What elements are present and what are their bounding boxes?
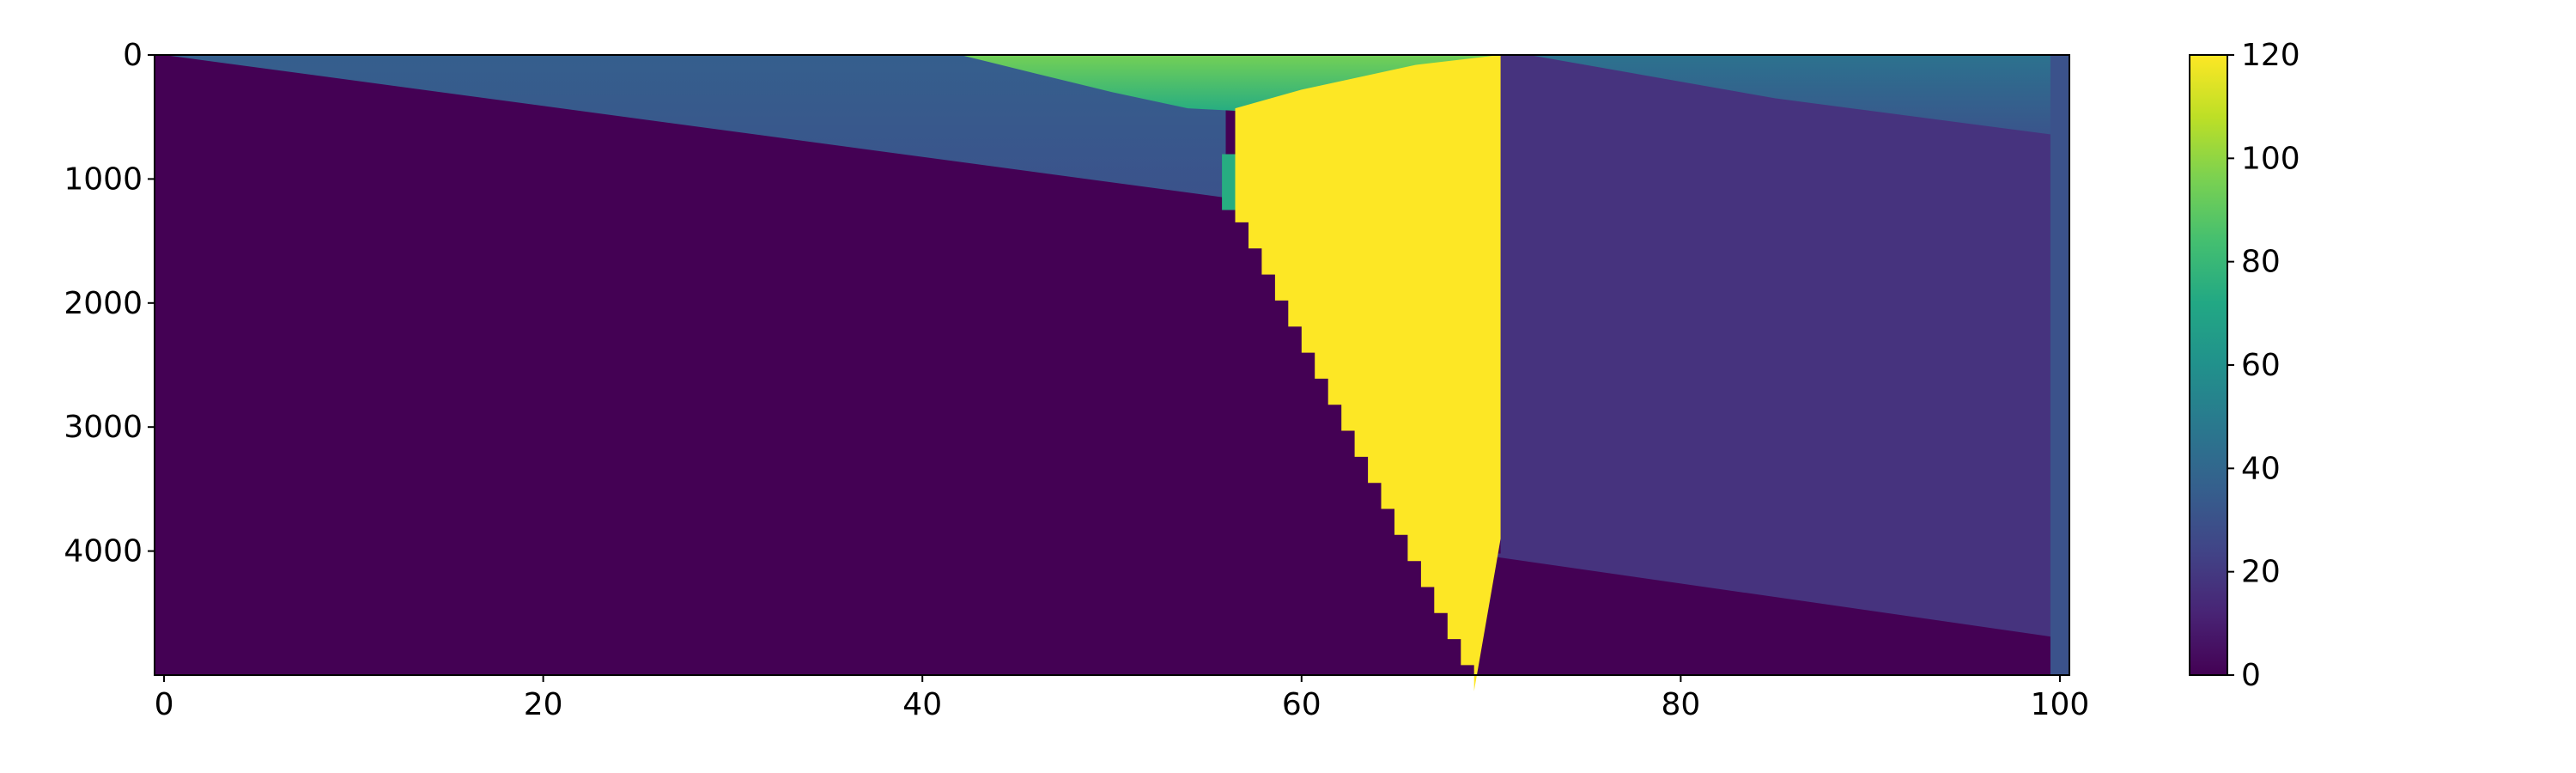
y-tick-label: 3000 xyxy=(64,410,143,445)
x-axis: 0 20 40 60 80 100 xyxy=(155,675,2090,722)
colorbar-tick-label: 20 xyxy=(2241,555,2281,590)
x-tick-label: 40 xyxy=(902,687,942,722)
plot-frame xyxy=(154,54,2070,676)
plot-area xyxy=(154,54,2070,691)
y-axis: 0 1000 2000 3000 4000 xyxy=(64,38,155,569)
colorbar-gradient xyxy=(2189,54,2228,676)
colorbar-tick-label: 120 xyxy=(2241,38,2300,73)
y-tick-label: 1000 xyxy=(64,161,143,197)
colorbar-ticks: 0 20 40 60 80 100 120 xyxy=(2227,38,2300,693)
x-tick-label: 60 xyxy=(1282,687,1321,722)
region-right-top-band xyxy=(1500,55,2060,136)
colorbar: 0 20 40 60 80 100 120 xyxy=(2189,38,2300,693)
region-top-plume xyxy=(960,55,1501,111)
colorbar-tick-label: 60 xyxy=(2241,348,2281,383)
y-tick-label: 0 xyxy=(123,38,143,73)
region-upper-wedge xyxy=(155,55,1226,198)
region-saturated-wedge xyxy=(1235,55,1501,691)
y-tick-label: 4000 xyxy=(64,534,143,569)
x-tick-label: 20 xyxy=(524,687,563,722)
colorbar-tick-label: 80 xyxy=(2241,245,2281,280)
region-right-block xyxy=(1472,55,2060,638)
colorbar-tick-label: 0 xyxy=(2241,658,2261,693)
colorbar-tick-label: 40 xyxy=(2241,451,2281,486)
region-right-edge-column xyxy=(2050,55,2069,675)
y-tick-label: 2000 xyxy=(64,286,143,321)
x-tick-label: 0 xyxy=(155,687,174,722)
region-edge-notch xyxy=(1222,154,1236,210)
colorbar-tick-label: 100 xyxy=(2241,141,2300,176)
x-tick-label: 100 xyxy=(2031,687,2090,722)
x-tick-label: 80 xyxy=(1661,687,1700,722)
